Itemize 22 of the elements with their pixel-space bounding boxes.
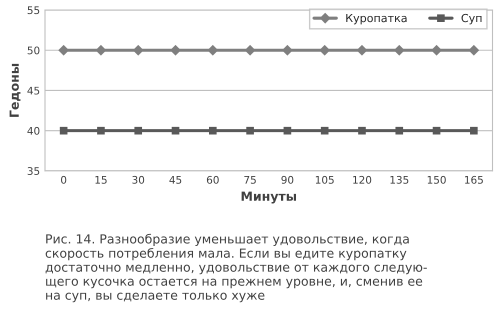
x-tick-label: 30 [132,176,144,184]
legend-label: Суп [462,14,482,24]
x-axis-title: Минуты [242,192,296,204]
x-tick-label: 60 [206,176,219,184]
x-tick-label: 135 [390,176,408,184]
x-tick-label: 165 [465,176,483,184]
x-tick-label: 75 [244,176,256,184]
x-tick-label: 45 [169,176,182,184]
y-tick-label: 45 [27,86,40,95]
x-tick-label: 15 [95,176,107,184]
y-tick-label: 55 [28,6,40,14]
x-tick-label: 0 [61,176,66,184]
y-tick-label: 35 [28,167,40,175]
x-tick-label: 120 [353,176,372,184]
legend-label: Куропатка [346,14,407,24]
text: Рис. 14. Разнообразие уменьшает удовольствие, когда скорость потребления мала. Если вы едите куропатку достаточно медленно, удовольствие от каждого следую- щего кусочка остается на прежнем уровне, и, сменив ее на суп, вы сделаете только хуже [46,234,427,302]
x-tick-label: 105 [316,176,334,184]
x-tick-label: 150 [428,176,446,184]
y-tick-label: 50 [28,46,40,54]
y-axis-title: Гедоны [10,64,20,117]
x-tick-label: 90 [281,176,294,184]
y-tick-label: 40 [27,126,40,135]
